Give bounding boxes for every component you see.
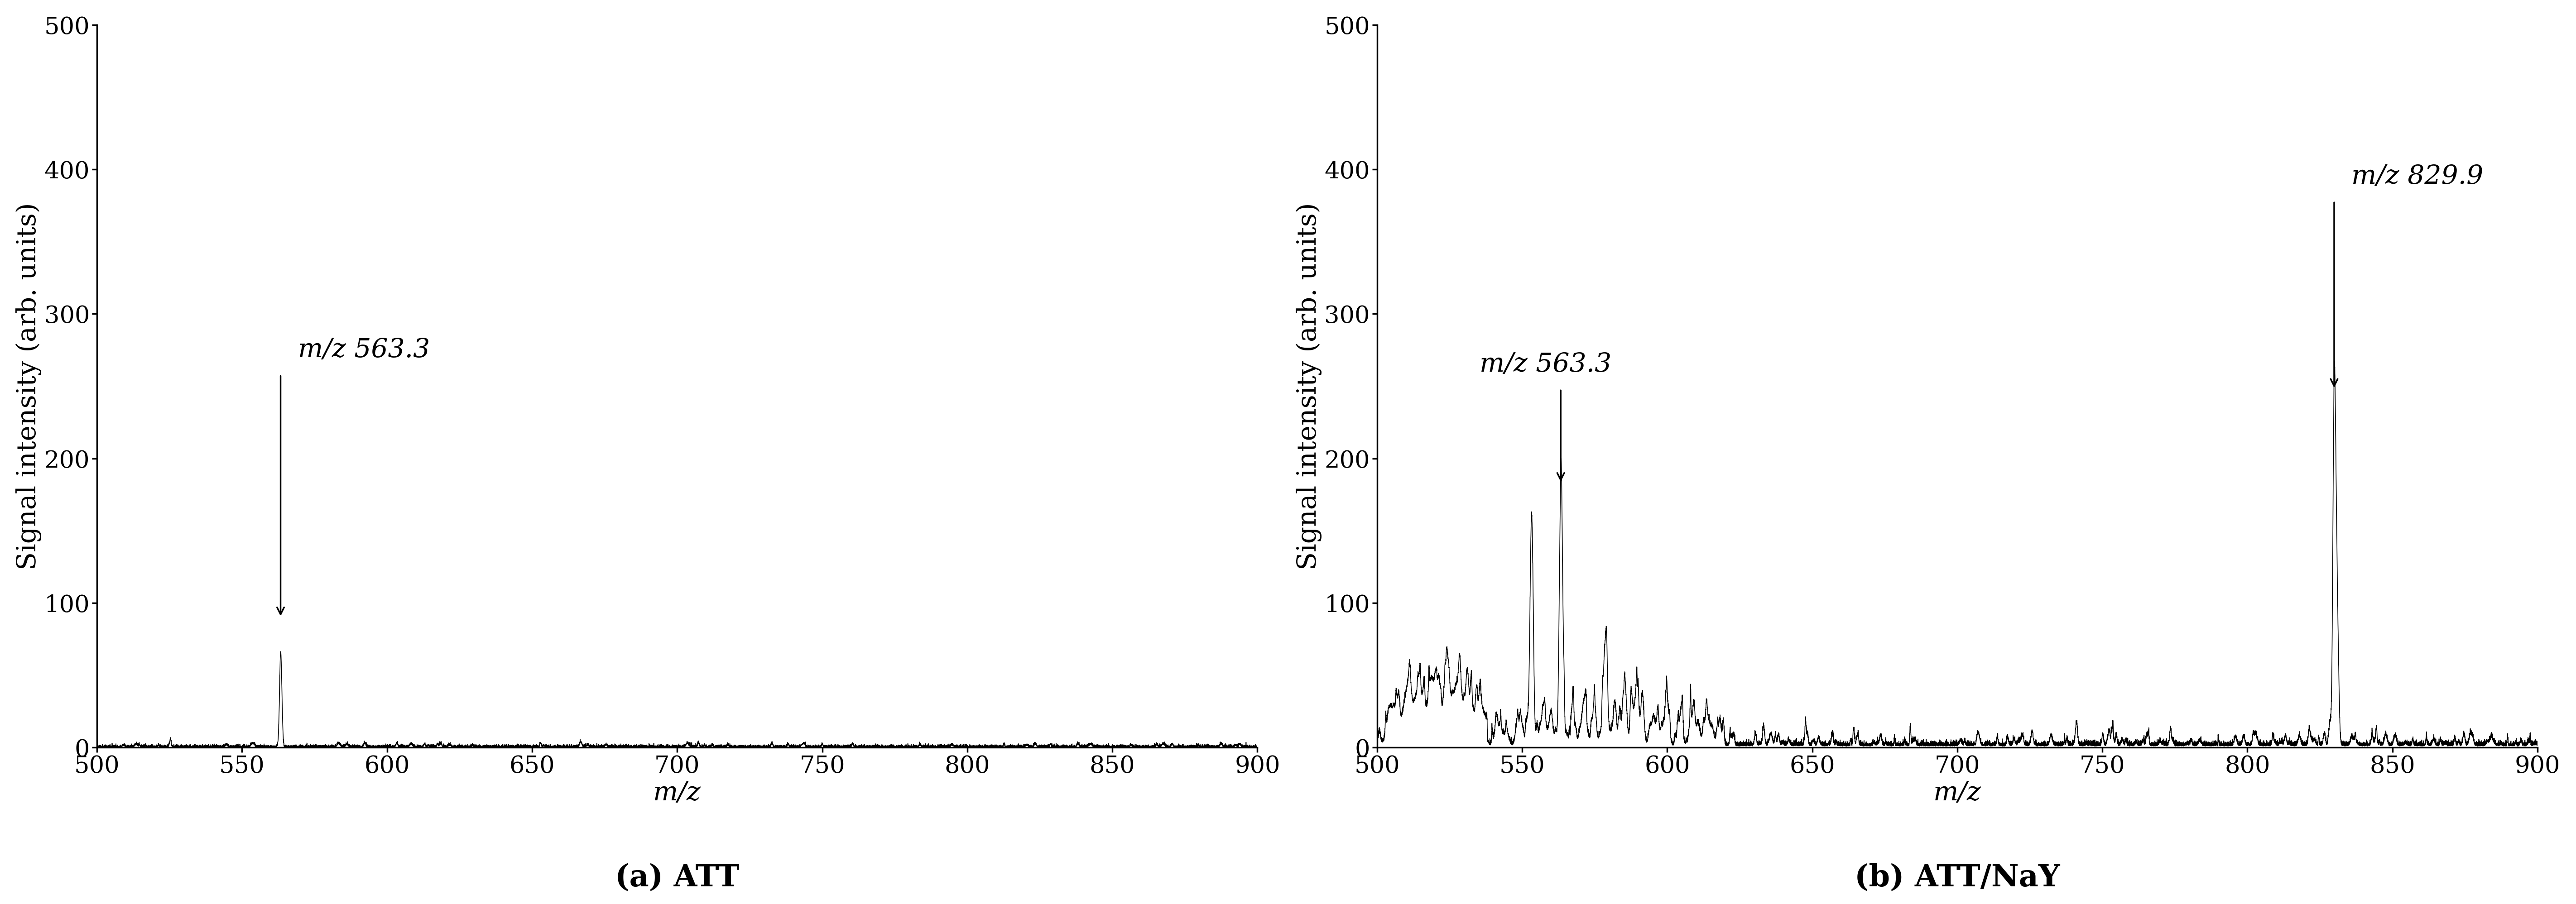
Text: m/z 563.3: m/z 563.3	[299, 337, 430, 363]
Y-axis label: Signal intensity (arb. units): Signal intensity (arb. units)	[1296, 202, 1321, 570]
Text: (a) ATT: (a) ATT	[616, 863, 739, 892]
X-axis label: m/z: m/z	[654, 780, 701, 805]
Text: m/z 829.9: m/z 829.9	[2352, 164, 2483, 190]
X-axis label: m/z: m/z	[1935, 780, 1981, 805]
Text: (b) ATT/NaY: (b) ATT/NaY	[1855, 863, 2061, 892]
Y-axis label: Signal intensity (arb. units): Signal intensity (arb. units)	[15, 202, 41, 570]
Text: m/z 563.3: m/z 563.3	[1479, 352, 1613, 378]
